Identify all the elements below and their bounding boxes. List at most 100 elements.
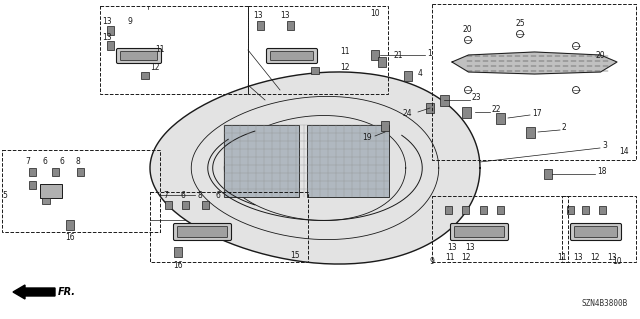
FancyBboxPatch shape (451, 224, 509, 241)
Text: 11: 11 (340, 48, 349, 56)
Text: 21: 21 (394, 51, 403, 61)
Bar (461, 206, 468, 214)
Text: 12: 12 (340, 63, 349, 71)
Bar (432, 4, 636, 160)
Text: 12: 12 (590, 254, 600, 263)
Polygon shape (150, 72, 480, 264)
FancyArrow shape (13, 285, 55, 299)
Text: 10: 10 (370, 9, 380, 18)
Text: 13: 13 (607, 254, 617, 263)
Bar (440, 94, 449, 106)
Bar (106, 41, 113, 49)
FancyBboxPatch shape (116, 48, 161, 63)
Text: SZN4B3800B: SZN4B3800B (582, 299, 628, 308)
Bar (77, 168, 83, 176)
Bar (378, 57, 386, 67)
Text: 10: 10 (612, 257, 622, 266)
Text: 16: 16 (173, 262, 183, 271)
Text: 23: 23 (472, 93, 482, 102)
Text: 5: 5 (3, 190, 8, 199)
FancyBboxPatch shape (173, 224, 232, 241)
Bar (202, 201, 209, 209)
FancyBboxPatch shape (120, 51, 157, 61)
Bar (164, 201, 172, 209)
Text: 2: 2 (562, 123, 567, 132)
Text: 6: 6 (60, 158, 65, 167)
Bar (106, 26, 113, 34)
Text: 13: 13 (280, 11, 290, 20)
Text: 13: 13 (447, 243, 457, 253)
Text: 12: 12 (150, 63, 160, 71)
Bar (51, 168, 58, 176)
Text: 11: 11 (156, 46, 164, 55)
Bar (566, 206, 573, 214)
Bar (544, 169, 552, 179)
FancyBboxPatch shape (454, 226, 504, 238)
Text: 3: 3 (602, 142, 607, 151)
Bar (497, 206, 504, 214)
Text: 8: 8 (198, 191, 202, 201)
Text: 20: 20 (462, 26, 472, 34)
Text: 4: 4 (418, 70, 423, 78)
Bar (141, 71, 149, 78)
Bar (174, 247, 182, 257)
FancyBboxPatch shape (575, 226, 618, 238)
Bar (381, 121, 389, 131)
Text: 25: 25 (515, 19, 525, 28)
Text: 20: 20 (595, 50, 605, 60)
Text: 24: 24 (403, 109, 412, 118)
Bar (371, 50, 379, 60)
Bar (404, 71, 412, 81)
Text: 7: 7 (26, 158, 31, 167)
Bar (461, 107, 470, 117)
Bar (432, 196, 568, 262)
Bar (307, 125, 389, 197)
Bar (2, 150, 160, 232)
Bar (598, 206, 605, 214)
Text: 19: 19 (362, 133, 372, 143)
FancyBboxPatch shape (570, 224, 621, 241)
Bar (182, 201, 189, 209)
Text: 11: 11 (557, 254, 567, 263)
Text: 12: 12 (461, 254, 471, 263)
Bar (445, 206, 451, 214)
Polygon shape (452, 52, 617, 74)
Bar (426, 103, 434, 113)
Text: 22: 22 (492, 106, 502, 115)
FancyBboxPatch shape (271, 51, 314, 61)
Bar (29, 168, 35, 176)
Text: 11: 11 (445, 254, 455, 263)
Bar (495, 113, 504, 123)
Text: 13: 13 (253, 11, 263, 20)
Bar (29, 181, 35, 189)
Text: 8: 8 (76, 158, 81, 167)
Text: 13: 13 (465, 243, 475, 253)
Text: 9: 9 (429, 257, 435, 266)
Text: 16: 16 (65, 234, 75, 242)
Text: 9: 9 (127, 18, 132, 26)
Text: 7: 7 (164, 191, 168, 201)
FancyBboxPatch shape (177, 226, 227, 238)
Bar (311, 66, 319, 73)
Text: 6: 6 (43, 158, 47, 167)
Text: 17: 17 (532, 108, 541, 117)
Bar (287, 20, 294, 29)
Bar (150, 192, 308, 262)
Bar (257, 20, 264, 29)
Bar (40, 184, 62, 198)
Text: 6: 6 (216, 191, 220, 201)
Bar (562, 196, 636, 262)
Text: 15: 15 (290, 251, 300, 261)
Text: 13: 13 (102, 18, 112, 26)
Text: 18: 18 (597, 167, 607, 176)
Bar (66, 220, 74, 230)
Text: 13: 13 (573, 254, 583, 263)
Bar (248, 6, 388, 94)
Bar (100, 6, 248, 94)
FancyBboxPatch shape (266, 48, 317, 63)
Bar (582, 206, 589, 214)
Text: 14: 14 (619, 147, 629, 157)
Text: 13: 13 (102, 33, 112, 42)
Bar (224, 125, 298, 197)
Bar (42, 198, 50, 204)
